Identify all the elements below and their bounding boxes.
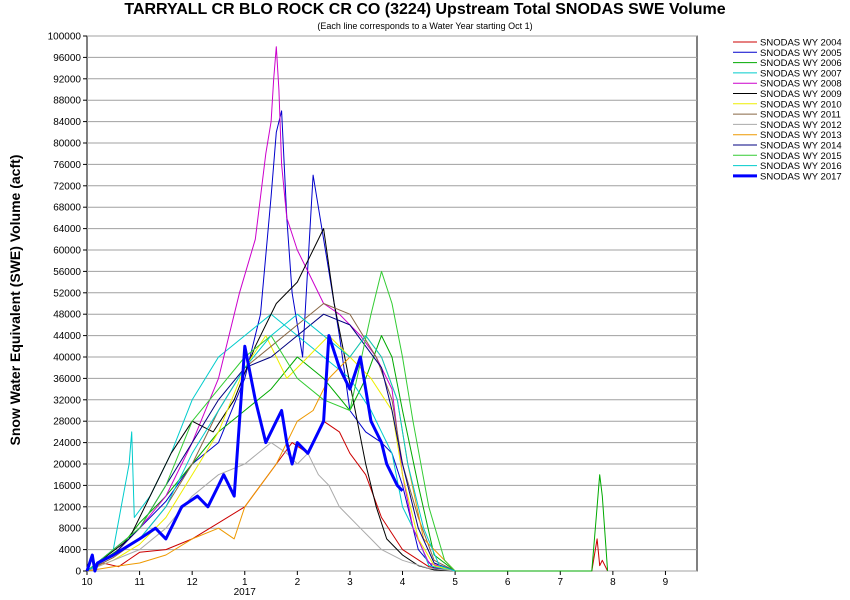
y-tick-label: 92000 — [53, 74, 81, 85]
legend-label: SNODAS WY 2013 — [760, 130, 842, 141]
x-year-label: 2017 — [234, 587, 257, 598]
legend-label: SNODAS WY 2008 — [760, 79, 842, 90]
y-tick-label: 76000 — [53, 160, 81, 171]
x-tick-label: 12 — [187, 577, 199, 588]
series-line-snodas-wy-2007 — [86, 313, 456, 572]
series-line-snodas-wy-2009 — [86, 228, 456, 572]
x-tick-label: 7 — [557, 577, 563, 588]
y-tick-label: 32000 — [53, 395, 81, 406]
series-line-snodas-wy-2006 — [86, 335, 609, 572]
y-tick-label: 8000 — [59, 524, 82, 535]
y-tick-labels: 0 4000 8000 12000 16000 20000 24000 28000 32000 3… — [48, 32, 87, 578]
y-tick-label: 52000 — [53, 288, 81, 299]
y-tick-label: 28000 — [53, 417, 81, 428]
y-tick-label: 60000 — [53, 246, 81, 257]
x-tick-label: 3 — [347, 577, 353, 588]
series-line-snodas-wy-2016 — [86, 313, 456, 572]
y-tick-label: 72000 — [53, 181, 81, 192]
x-tick-label: 9 — [663, 577, 669, 588]
y-tick-label: 44000 — [53, 331, 81, 342]
legend-label: SNODAS WY 2017 — [760, 171, 842, 182]
y-tick-label: 100000 — [48, 32, 82, 43]
y-tick-label: 4000 — [59, 545, 82, 556]
y-tick-label: 56000 — [53, 267, 81, 278]
legend-label: SNODAS WY 2011 — [760, 110, 841, 121]
x-tick-label: 2 — [295, 577, 301, 588]
x-tick-label: 11 — [134, 577, 145, 588]
y-tick-label: 20000 — [53, 460, 81, 471]
y-tick-label: 80000 — [53, 139, 81, 150]
legend-label: SNODAS WY 2014 — [760, 141, 842, 152]
legend-label: SNODAS WY 2015 — [760, 151, 842, 162]
x-tick-label: 1 — [242, 577, 248, 588]
y-tick-label: 96000 — [53, 53, 81, 64]
x-tick-label: 5 — [452, 577, 458, 588]
y-tick-label: 88000 — [53, 96, 81, 107]
x-tick-label: 10 — [81, 577, 93, 588]
y-tick-label: 12000 — [53, 502, 81, 513]
legend-label: SNODAS WY 2016 — [760, 161, 842, 172]
series-line-snodas-wy-2017 — [85, 334, 404, 573]
x-tick-label: 8 — [610, 577, 616, 588]
legend-label: SNODAS WY 2006 — [760, 58, 842, 69]
y-tick-label: 36000 — [53, 374, 81, 385]
y-tick-label: 40000 — [53, 353, 81, 364]
y-tick-label: 68000 — [53, 203, 81, 214]
legend-label: SNODAS WY 2012 — [760, 120, 842, 131]
y-tick-label: 84000 — [53, 117, 81, 128]
x-tick-label: 4 — [400, 577, 406, 588]
series-line-snodas-wy-2010 — [86, 335, 456, 572]
series-line-snodas-wy-2008 — [86, 46, 456, 572]
legend-label: SNODAS WY 2005 — [760, 48, 842, 59]
chart-title: TARRYALL CR BLO ROCK CR CO (3224) Upstre… — [124, 1, 726, 18]
series-lines — [85, 46, 609, 573]
y-tick-label: 16000 — [53, 481, 81, 492]
grid-lines — [87, 35, 697, 572]
y-tick-label: 0 — [75, 567, 81, 578]
legend-label: SNODAS WY 2004 — [760, 38, 842, 49]
legend-label: SNODAS WY 2007 — [760, 68, 842, 79]
y-tick-label: 24000 — [53, 438, 81, 449]
chart-subtitle: (Each line corresponds to a Water Year s… — [317, 21, 533, 31]
y-tick-label: 48000 — [53, 310, 81, 321]
x-tick-label: 6 — [505, 577, 511, 588]
legend-label: SNODAS WY 2009 — [760, 89, 842, 100]
legend-label: SNODAS WY 2010 — [760, 99, 842, 110]
y-tick-label: 64000 — [53, 224, 81, 235]
